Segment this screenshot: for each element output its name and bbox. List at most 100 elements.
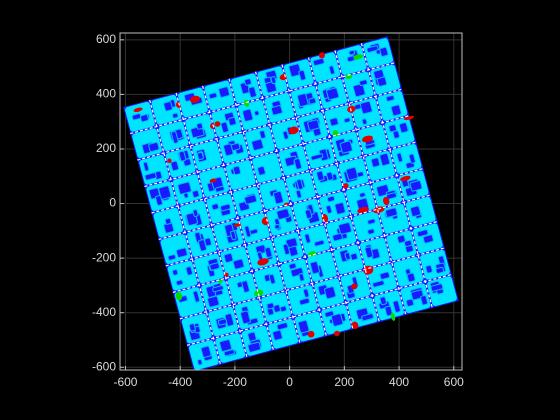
sub-block (379, 296, 387, 306)
sub-block (288, 245, 299, 257)
sub-block (372, 280, 385, 288)
sub-block (361, 118, 368, 125)
sub-block (139, 113, 149, 123)
sub-block (343, 117, 351, 124)
axes-box (119, 32, 463, 371)
block (299, 225, 330, 256)
block (324, 105, 355, 135)
sub-block (406, 272, 416, 283)
sub-block (257, 165, 266, 176)
sub-block (279, 305, 287, 313)
sub-block (272, 329, 283, 341)
sub-block (296, 93, 309, 108)
spot (400, 175, 411, 182)
sub-block (293, 158, 303, 170)
sub-block (192, 209, 199, 217)
sub-block (420, 294, 429, 306)
sub-block (244, 78, 252, 86)
sub-block (230, 230, 237, 241)
sub-block (207, 295, 220, 308)
sub-block (248, 86, 257, 98)
sub-block (430, 283, 444, 292)
sub-block (312, 57, 325, 67)
sub-block (211, 203, 220, 211)
sub-block (167, 254, 177, 261)
spot (167, 158, 172, 163)
sub-block (316, 170, 325, 182)
sub-block (270, 105, 283, 116)
spot (133, 107, 143, 113)
sub-block (200, 345, 212, 358)
sub-block (299, 297, 311, 306)
sub-block (408, 153, 416, 164)
sub-block (326, 171, 334, 181)
spot (382, 196, 390, 206)
sub-block (425, 264, 433, 274)
x-tick-label: 200 (334, 375, 354, 389)
sub-block (276, 208, 290, 220)
sub-block (177, 181, 192, 195)
sub-block (240, 310, 251, 325)
sub-block (244, 225, 252, 238)
street (186, 273, 452, 346)
street (165, 194, 431, 267)
sub-block (270, 76, 277, 85)
sub-block (416, 229, 429, 238)
sub-block (268, 273, 276, 285)
sub-block (396, 234, 406, 244)
spot (214, 121, 221, 127)
spot (342, 183, 349, 189)
spot (390, 312, 396, 321)
spot (209, 178, 217, 183)
sub-block (144, 172, 157, 181)
sub-block (405, 298, 415, 307)
sub-block (302, 288, 310, 298)
x-tick-label: -600 (113, 375, 137, 389)
sub-block (367, 218, 376, 225)
street (137, 88, 403, 161)
sub-block (171, 269, 179, 276)
sub-block (384, 305, 393, 317)
street (307, 57, 380, 323)
block (319, 191, 350, 222)
sub-block (214, 185, 225, 193)
x-tick-label: -200 (223, 375, 247, 389)
sub-block (247, 341, 262, 353)
spot (372, 206, 385, 214)
sub-block (390, 104, 402, 117)
sub-block (379, 46, 389, 57)
block (192, 140, 222, 171)
sub-block (379, 271, 391, 280)
sub-block (296, 178, 304, 191)
street (254, 71, 328, 337)
sub-block (373, 69, 385, 80)
sub-block (370, 157, 381, 168)
spot (333, 330, 340, 337)
street (179, 247, 445, 320)
sub-block (264, 246, 273, 258)
sub-block (274, 223, 281, 230)
sub-block (313, 239, 325, 247)
sub-block (403, 239, 413, 247)
sub-block (227, 116, 237, 127)
sub-block (185, 266, 193, 276)
sub-block (142, 161, 150, 172)
sub-block (384, 207, 398, 218)
sub-block (288, 63, 302, 78)
block (238, 100, 268, 130)
sub-block (243, 194, 258, 205)
y-tick-label: 600 (96, 32, 116, 46)
sub-block (379, 152, 391, 167)
street (360, 43, 433, 309)
sub-block (326, 195, 336, 203)
sub-block (223, 143, 234, 157)
sub-block (282, 130, 289, 140)
street (175, 92, 248, 358)
sub-block (297, 319, 310, 334)
sub-block (266, 302, 275, 310)
y-tick-label: -600 (92, 359, 116, 373)
sub-block (259, 130, 267, 139)
sub-block (170, 160, 180, 172)
sub-block (367, 228, 375, 235)
